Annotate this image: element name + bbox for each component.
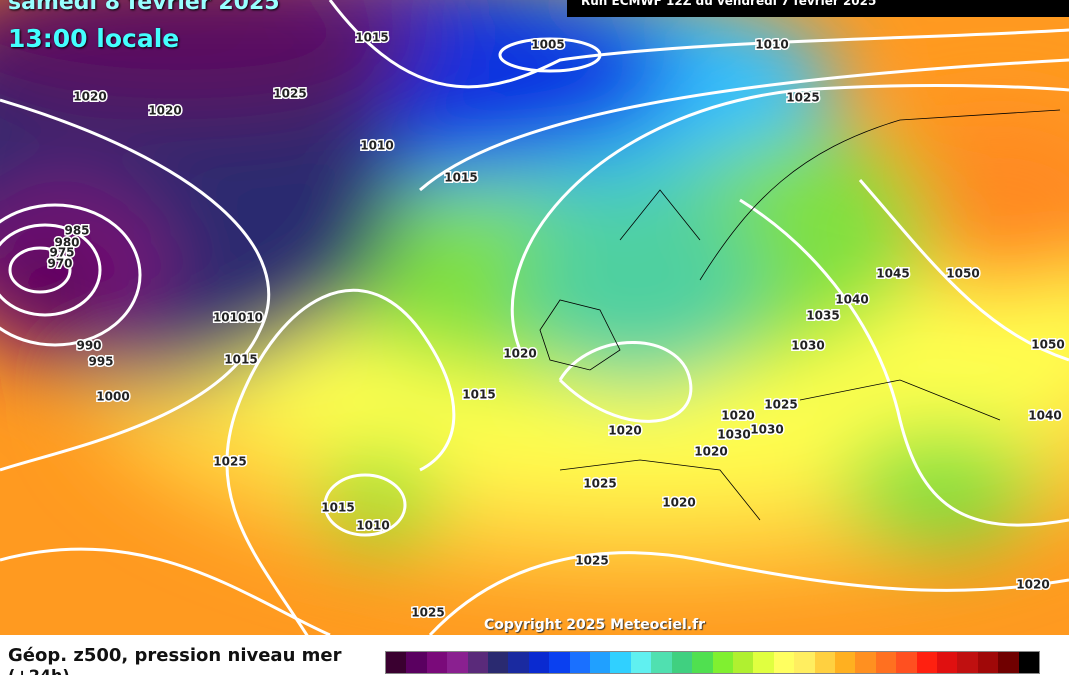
isobar-label: 1025	[273, 87, 306, 101]
isobar-label: 101010	[213, 311, 263, 325]
legend-subtitle: (+24h)	[8, 666, 70, 675]
isobar-label: 1020	[503, 347, 536, 361]
color-swatch	[630, 652, 652, 673]
color-swatch	[834, 652, 856, 673]
isobar-label: 1025	[583, 477, 616, 491]
isobar-label: 1000	[96, 390, 129, 404]
isobar-label: 1020	[694, 445, 727, 459]
isobar-label: 1020	[608, 424, 641, 438]
isobar-label: 1030	[791, 339, 824, 353]
copyright: Copyright 2025 Meteociel.fr	[484, 617, 706, 633]
isobar-label: 1015	[355, 31, 388, 45]
color-swatch	[814, 652, 835, 673]
color-swatch	[549, 652, 570, 673]
color-swatch	[426, 652, 448, 673]
isobar-label: 1025	[213, 455, 246, 469]
color-swatch	[732, 652, 754, 673]
color-swatch	[651, 652, 672, 673]
isobar-label: 1015	[444, 171, 477, 185]
isobar-label: 995	[88, 355, 113, 369]
color-swatch	[467, 652, 489, 673]
color-swatch	[590, 652, 611, 673]
time: 13:00 locale	[8, 24, 180, 53]
isobar-label: 1025	[411, 606, 444, 620]
color-swatch	[528, 652, 550, 673]
isobar-label: 1025	[786, 91, 819, 105]
isobar-label: 1030	[750, 423, 783, 437]
run-text: Run ECMWF 12Z du vendredi 7 février 2025	[581, 0, 877, 8]
color-swatch	[447, 652, 468, 673]
isobar-label: 1035	[806, 309, 839, 323]
isobar-label: 1040	[1028, 409, 1061, 423]
color-scale	[385, 651, 1040, 674]
isobar-label: 1010	[360, 139, 393, 153]
isobar-label: 1010	[755, 38, 788, 52]
color-swatch	[406, 652, 427, 673]
color-swatch	[936, 652, 958, 673]
isobar-label: 980	[54, 236, 79, 250]
color-swatch	[916, 652, 937, 673]
color-swatch	[386, 652, 407, 673]
isobar-label: 985	[64, 224, 89, 238]
isobar-label: 970	[47, 257, 72, 271]
isobar-label: 975	[49, 246, 74, 260]
isobar-label: 1020	[721, 409, 754, 423]
color-swatch	[1018, 652, 1039, 673]
color-swatch	[508, 652, 529, 673]
color-swatch	[977, 652, 999, 673]
isobar-label: 1025	[575, 554, 608, 568]
isobar-label: 1020	[1016, 578, 1049, 592]
color-swatch	[488, 652, 509, 673]
color-swatch	[957, 652, 978, 673]
color-swatch	[794, 652, 815, 673]
isobar-label: 1025	[764, 398, 797, 412]
isobar-label: 1010	[356, 519, 389, 533]
isobar-label: 1015	[224, 353, 257, 367]
isobar-label: 1050	[946, 267, 979, 281]
isobar-label: 1020	[73, 90, 106, 104]
title: samedi 8 février 2025	[8, 0, 280, 15]
color-swatch	[753, 652, 774, 673]
isobar-label: 1045	[876, 267, 909, 281]
color-swatch	[896, 652, 917, 673]
color-swatch	[712, 652, 733, 673]
color-swatch	[875, 652, 897, 673]
isobar-label: 1015	[462, 388, 495, 402]
color-swatch	[671, 652, 693, 673]
color-swatch	[855, 652, 876, 673]
color-swatch	[773, 652, 795, 673]
isobar-label: 1015	[321, 501, 354, 515]
isobar-label: 1020	[662, 496, 695, 510]
legend-title: Géop. z500, pression niveau mer	[8, 645, 342, 666]
isobar-label: 1050	[1031, 338, 1064, 352]
isobar-label: 990	[76, 339, 101, 353]
isobar-label: 1005	[531, 38, 564, 52]
color-swatch	[610, 652, 631, 673]
isobar-label: 1030	[717, 428, 750, 442]
color-swatch	[569, 652, 591, 673]
run-banner: Run ECMWF 12Z du vendredi 7 février 2025	[567, 0, 1069, 17]
color-swatch	[998, 652, 1019, 673]
color-swatch	[692, 652, 713, 673]
isobar-label: 1040	[835, 293, 868, 307]
isobar-label: 1020	[148, 104, 181, 118]
